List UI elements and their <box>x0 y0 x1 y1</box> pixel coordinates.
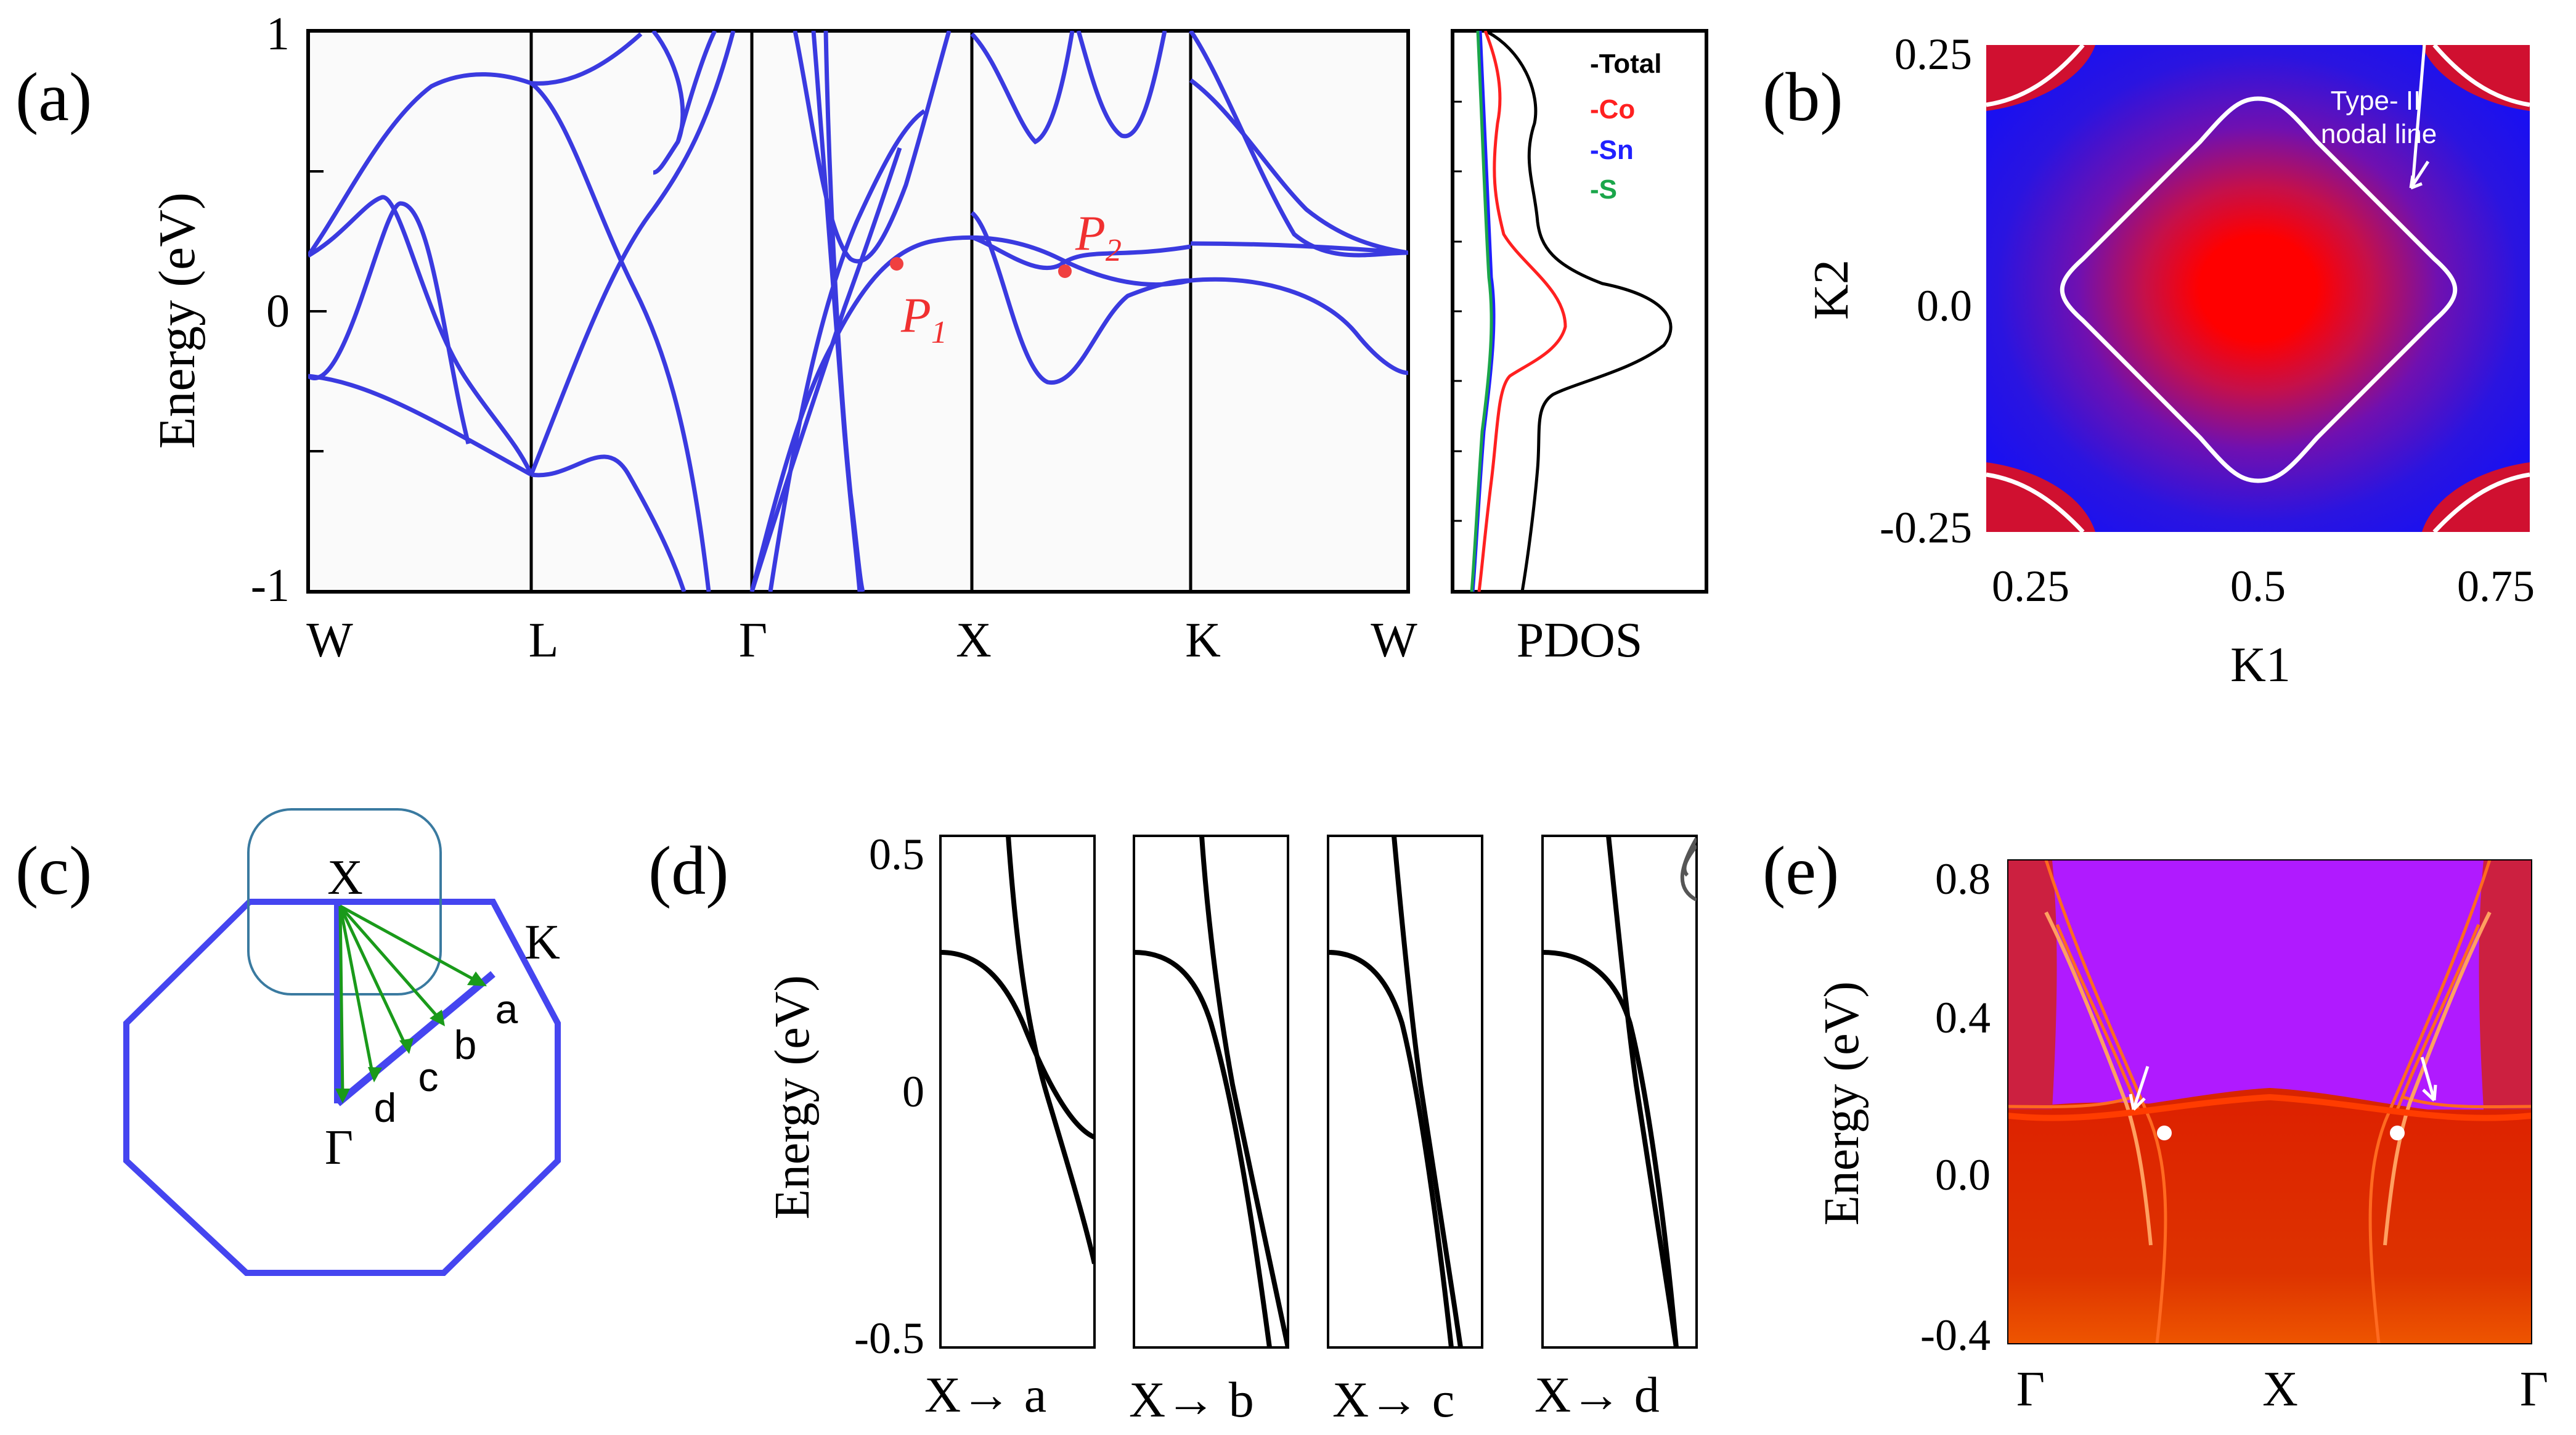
panel-e-ytick-04: 0.4 <box>1935 993 1991 1042</box>
panel-b-xtick-left: 0.25 <box>1992 562 2069 611</box>
subpanel-x-d <box>1541 835 1698 1349</box>
pdos-legend: -Total -Co -Sn -S <box>1590 49 1662 205</box>
bz-label-K: K <box>524 915 560 970</box>
subpanel-x-b <box>1133 835 1289 1349</box>
panel-e-xtick-gamma-right: Γ <box>2520 1362 2548 1417</box>
point-P1-label: P1 <box>900 288 947 350</box>
panel-e-xtick-gamma-left: Γ <box>2016 1362 2045 1417</box>
xlabel-x-d: X→ d <box>1535 1367 1660 1423</box>
kpoint-K: K <box>1185 613 1221 668</box>
legend-co: -Co <box>1590 94 1635 125</box>
band-structure-plot <box>306 29 1410 594</box>
bz-path-c: c <box>418 1054 439 1100</box>
bz-path-b: b <box>454 1022 477 1068</box>
panel-e-ytick-neg04: -0.4 <box>1920 1310 1991 1360</box>
subpanel-x-c <box>1327 835 1483 1349</box>
panel-label-a: (a) <box>15 59 92 136</box>
nodal-line-heatmap <box>1986 45 2530 532</box>
panel-b-ylabel: K2 <box>1804 260 1859 320</box>
legend-total: -Total <box>1590 49 1662 79</box>
point-P2-label: P2 <box>1075 206 1122 268</box>
panel-label-d: (d) <box>648 833 729 909</box>
panel-b-ytick-mid: 0.0 <box>1917 281 1972 330</box>
panel-a-ytick-1: 1 <box>266 8 290 60</box>
legend-sn: -Sn <box>1590 135 1634 165</box>
xlabel-x-a: X→ a <box>924 1367 1046 1423</box>
bz-label-X: X <box>327 851 363 905</box>
panel-label-e: (e) <box>1763 833 1839 909</box>
kpoint-L: L <box>529 613 559 668</box>
kpoint-Gamma: Γ <box>739 613 767 668</box>
panel-a-ytick-0: 0 <box>266 285 290 337</box>
panel-d-ytick-top: 0.5 <box>869 830 924 879</box>
panel-label-b: (b) <box>1763 59 1843 136</box>
bz-path-a: a <box>495 986 518 1032</box>
brillouin-zone-diagram <box>123 808 561 1276</box>
pdos-plot <box>1451 29 1708 594</box>
panel-label-c: (c) <box>15 833 92 909</box>
panel-a-ylabel: Energy (eV) <box>149 192 206 449</box>
panel-d-ytick-mid: 0 <box>902 1067 924 1116</box>
subpanel-x-a <box>939 835 1096 1349</box>
panel-b-xtick-mid: 0.5 <box>2230 562 2286 611</box>
kpoint-W-2: W <box>1371 613 1417 668</box>
panel-e-ylabel: Energy (eV) <box>1815 981 1869 1225</box>
pdos-xlabel: PDOS <box>1517 613 1643 668</box>
annotation-type-ii: Type- II <box>2331 86 2421 116</box>
bz-label-Gamma: Γ <box>325 1121 353 1175</box>
panel-a-ytick-neg1: -1 <box>251 560 290 611</box>
panel-e-xtick-x: X <box>2262 1362 2298 1417</box>
panel-d-xlabels: X→ a X→ b X→ c X→ d <box>924 1367 1660 1428</box>
panel-e-ytick-00: 0.0 <box>1935 1150 1991 1200</box>
panel-b-ytick-bottom: -0.25 <box>1880 503 1972 552</box>
annotation-nodal-line: nodal line <box>2321 119 2437 149</box>
legend-s: -S <box>1590 174 1617 205</box>
panel-b-ytick-top: 0.25 <box>1894 30 1972 79</box>
bz-path-d: d <box>374 1085 397 1130</box>
panel-b-xlabel: K1 <box>2230 638 2291 692</box>
panel-d-ytick-bottom: -0.5 <box>854 1314 924 1363</box>
surface-state-heatmap <box>2008 860 2532 1344</box>
kpoint-X: X <box>956 613 992 668</box>
kpoint-W-1: W <box>306 613 353 668</box>
panel-e-ytick-08: 0.8 <box>1935 854 1991 904</box>
xlabel-x-b: X→ b <box>1129 1372 1254 1428</box>
panel-b-xtick-right: 0.75 <box>2457 562 2535 611</box>
xlabel-x-c: X→ c <box>1332 1372 1454 1428</box>
panel-d-ylabel: Energy (eV) <box>765 975 820 1219</box>
